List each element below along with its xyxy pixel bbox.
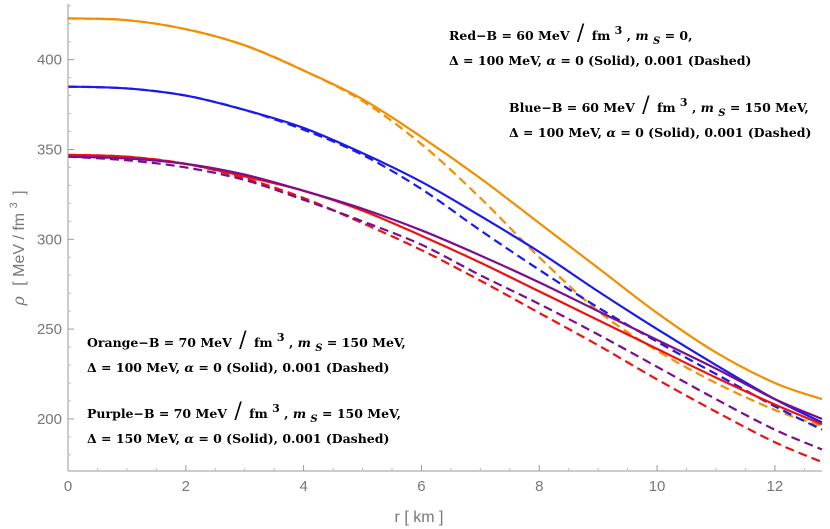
annotation-purple-rest: = 0 (Solid), 0.001 (Dashed) xyxy=(198,431,389,446)
x-tick-label: 2 xyxy=(182,478,190,495)
annotation-blue-rest: = 0 (Solid), 0.001 (Dashed) xyxy=(620,125,811,140)
series-line-3 xyxy=(67,85,823,431)
annotation-purple-b: Purple−B = 70 MeV xyxy=(87,406,227,421)
annotation-orange-exp: 3 xyxy=(277,331,285,344)
x-tick-label: 12 xyxy=(767,478,784,495)
axes xyxy=(67,4,822,472)
annotation-purple-line1: Purple−B = 70 MeV / fm 3 , m S = 150 MeV… xyxy=(87,399,401,425)
x-axis-title: r [ km ] xyxy=(395,509,444,526)
annotation-blue-ms: m xyxy=(701,100,714,115)
annotation-red-ms-value: = 0, xyxy=(665,28,693,43)
annotation-purple-ms-sub: S xyxy=(310,414,317,425)
annotation-blue-unit: fm xyxy=(657,100,676,115)
x-tick-label: 10 xyxy=(649,478,666,495)
annotation-orange-ms-sub: S xyxy=(315,343,322,354)
annotation-blue-b: Blue−B = 60 MeV xyxy=(509,100,635,115)
series-line-7 xyxy=(67,155,823,451)
annotation-orange-b: Orange−B = 70 MeV xyxy=(87,335,232,350)
annotation-purple-unit: fm xyxy=(249,406,268,421)
annotation-orange-ms: m xyxy=(298,335,311,350)
annotation-blue-line1: Blue−B = 60 MeV / fm 3 , m S = 150 MeV, xyxy=(509,93,809,119)
x-tick-label: 0 xyxy=(64,478,72,495)
annotation-red-exp: 3 xyxy=(615,24,623,37)
annotation-red-b: Red−B = 60 MeV xyxy=(449,28,570,43)
annotation-red-unit: fm xyxy=(592,28,611,43)
y-tick-label: 400 xyxy=(37,52,62,69)
annotation-red-delta: Δ = 100 MeV, xyxy=(449,53,546,68)
annotation-orange-delta: Δ = 100 MeV, xyxy=(87,360,184,375)
annotation-red-slash: / xyxy=(577,21,585,46)
annotation-red-line2: Δ = 100 MeV, α = 0 (Solid), 0.001 (Dashe… xyxy=(449,53,751,68)
plot-curves xyxy=(67,17,823,464)
annotation-blue-ms-value: = 150 MeV, xyxy=(730,100,809,115)
annotation-purple-exp: 3 xyxy=(272,402,280,415)
y-axis-title: ρ [ MeV / fm 3 ] xyxy=(4,190,28,306)
y-tick-label: 300 xyxy=(37,231,62,248)
annotation-purple-delta: Δ = 150 MeV, xyxy=(87,431,184,446)
annotation-red-ms: m xyxy=(635,28,648,43)
y-tick-label: 200 xyxy=(37,411,62,428)
y-ticks: 200 250 300 350 400 xyxy=(37,5,74,456)
annotation-orange-rest: = 0 (Solid), 0.001 (Dashed) xyxy=(198,360,389,375)
annotation-blue-exp: 3 xyxy=(680,96,688,109)
y-axis-unit-close: ] xyxy=(11,190,28,194)
annotation-red-alpha: α xyxy=(546,53,556,68)
annotation-blue-line2: Δ = 100 MeV, α = 0 (Solid), 0.001 (Dashe… xyxy=(509,125,811,140)
x-ticks: 0 2 4 6 8 10 12 xyxy=(64,465,805,495)
annotation-red-ms-sub: S xyxy=(653,36,660,47)
annotation-purple-slash: / xyxy=(234,399,242,424)
annotation-orange-slash: / xyxy=(239,328,247,353)
annotation-purple-line2: Δ = 150 MeV, α = 0 (Solid), 0.001 (Dashe… xyxy=(87,431,389,446)
x-tick-label: 6 xyxy=(417,478,425,495)
annotation-blue-ms-sub: S xyxy=(718,108,725,119)
y-axis-symbol: ρ xyxy=(9,296,28,307)
annotation-orange-alpha: α xyxy=(184,360,194,375)
x-tick-label: 4 xyxy=(299,478,307,495)
y-axis-unit-exp: 3 xyxy=(8,202,20,208)
annotation-orange-ms-value: = 150 MeV, xyxy=(327,335,406,350)
annotation-red-line1: Red−B = 60 MeV / fm 3 , m S = 0, xyxy=(449,21,692,47)
annotation-blue-slash: / xyxy=(642,93,650,118)
y-tick-label: 350 xyxy=(37,141,62,158)
annotation-purple-ms-value: = 150 MeV, xyxy=(322,406,401,421)
annotation-orange-unit: fm xyxy=(254,335,273,350)
y-tick-label: 250 xyxy=(37,321,62,338)
annotation-blue-delta: Δ = 100 MeV, xyxy=(509,125,606,140)
annotation-orange-line1: Orange−B = 70 MeV / fm 3 , m S = 150 MeV… xyxy=(87,328,406,354)
annotation-red-rest: = 0 (Solid), 0.001 (Dashed) xyxy=(560,53,751,68)
series-line-6 xyxy=(67,155,823,420)
annotation-orange-line2: Δ = 100 MeV, α = 0 (Solid), 0.001 (Dashe… xyxy=(87,360,389,375)
annotation-blue-alpha: α xyxy=(606,125,616,140)
annotation-purple-alpha: α xyxy=(184,431,194,446)
y-axis-unit: [ MeV / fm xyxy=(11,213,28,286)
x-tick-label: 8 xyxy=(535,478,543,495)
series-line-1 xyxy=(67,17,823,428)
annotation-purple-ms: m xyxy=(293,406,306,421)
